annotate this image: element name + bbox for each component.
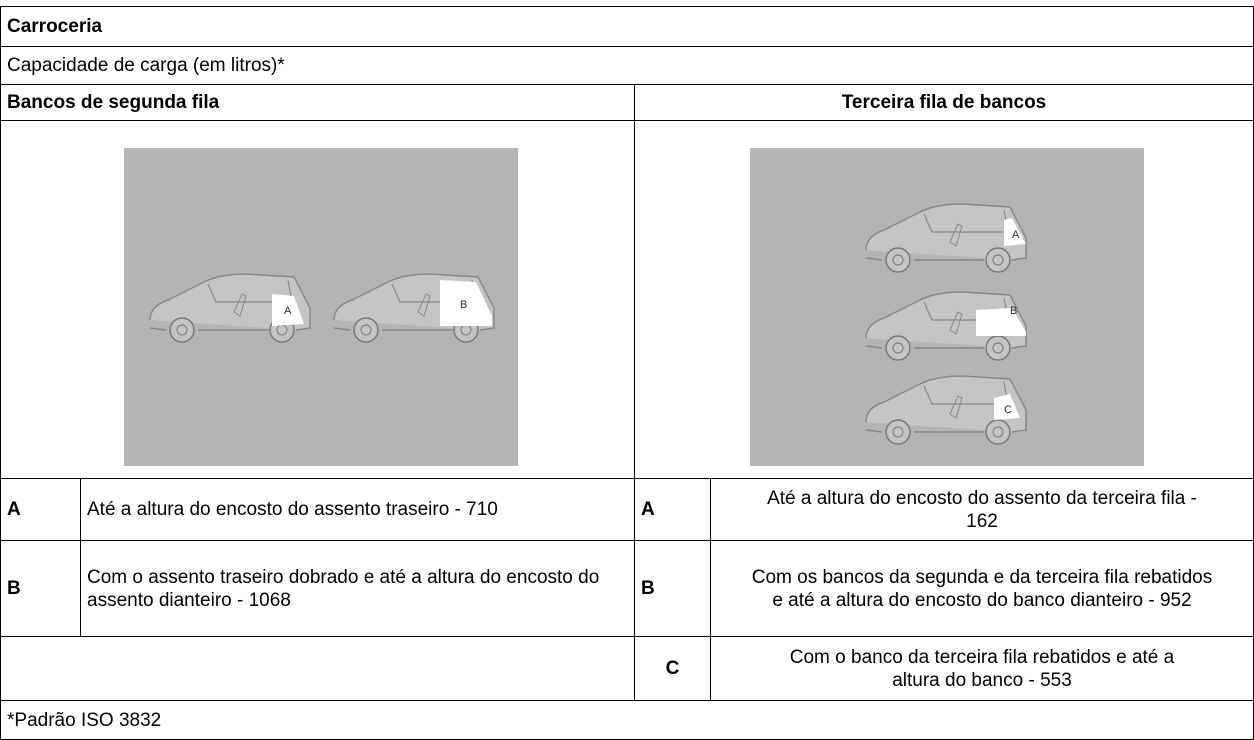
row-label: C xyxy=(634,636,711,701)
column-title: Bancos de segunda fila xyxy=(0,84,635,121)
car-illustration: A B xyxy=(124,148,518,466)
row-label: B xyxy=(0,540,81,637)
image-label: C xyxy=(1004,404,1012,416)
column-title: Terceira fila de bancos xyxy=(634,84,1254,121)
footnote: *Padrão ISO 3832 xyxy=(0,700,1254,740)
car-illustration: A B C xyxy=(750,148,1144,466)
row-text: Com o assento traseiro dobrado e até a a… xyxy=(80,540,635,637)
row-text: Até a altura do encosto do assento trase… xyxy=(80,478,635,541)
row-text: Com o banco da terceira fila rebatidos e… xyxy=(710,636,1254,701)
image-label: B xyxy=(1010,305,1017,317)
subtitle: Capacidade de carga (em litros)* xyxy=(0,46,1254,85)
image-label: A xyxy=(1012,229,1020,241)
image-label: B xyxy=(460,299,467,311)
image-label: A xyxy=(284,305,292,317)
title: Carroceria xyxy=(0,6,1254,47)
row-label: A xyxy=(0,478,81,541)
row-label: A xyxy=(634,478,711,541)
row-text: Até a altura do encosto do assento da te… xyxy=(710,478,1254,541)
row-label: B xyxy=(634,540,711,637)
empty-cell xyxy=(0,636,635,701)
row-text: Com os bancos da segunda e da terceira f… xyxy=(710,540,1254,637)
